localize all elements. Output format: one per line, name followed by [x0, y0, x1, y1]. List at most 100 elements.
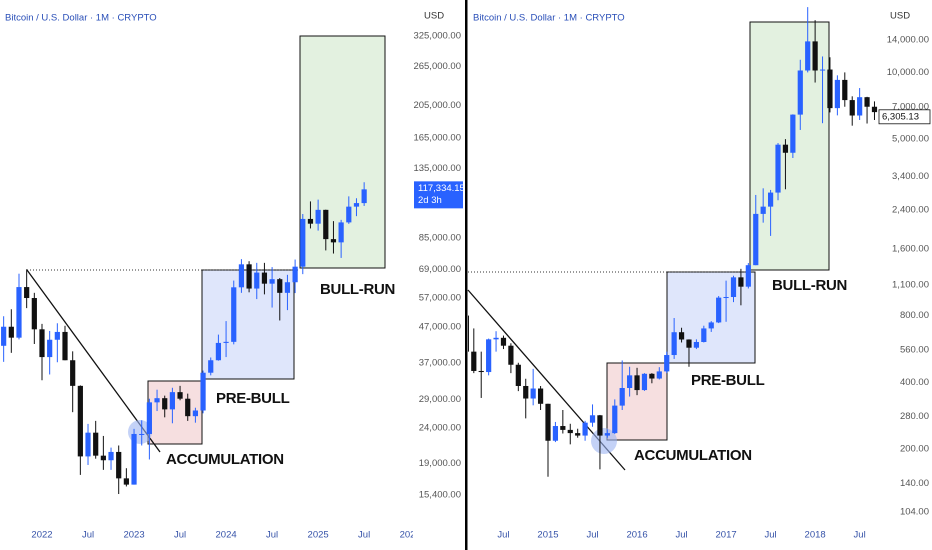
y-tick-label: 85,000.00 [419, 232, 461, 243]
candle-body [323, 209, 329, 240]
candle-body [864, 97, 870, 107]
candle-body [678, 332, 685, 340]
y-tick-label: 200.00 [900, 444, 929, 455]
pre-bull-box [666, 271, 756, 364]
candle-body [530, 388, 536, 399]
candle-body [745, 265, 751, 287]
x-tick-label: 2015 [537, 530, 558, 541]
x-tick-label: Jul [174, 530, 186, 541]
x-tick-label: 2026 [400, 530, 421, 541]
candle-body [701, 328, 707, 342]
x-tick-label: Jul [586, 530, 598, 541]
candle-body [842, 79, 848, 101]
right-x-axis: Jul 2015 Jul 2016 Jul 2017 Jul 2018 Jul [497, 530, 865, 541]
candle-body [560, 426, 566, 430]
candle-body [261, 272, 268, 284]
candle-body [108, 451, 114, 461]
candle-body [284, 282, 291, 293]
annotation: PRE-BULL [216, 390, 290, 407]
currency: USD [890, 11, 910, 22]
candle-body [215, 342, 222, 361]
right-candles [468, 7, 878, 477]
candle-body [70, 360, 76, 386]
candle-body [664, 355, 670, 372]
candle-body [192, 410, 198, 417]
candle-body [300, 218, 306, 267]
candle-body [819, 69, 826, 71]
candle-body [708, 322, 714, 329]
candle-body [619, 388, 625, 406]
y-tick-label: 1,600.00 [892, 243, 929, 254]
candle-body [353, 203, 360, 207]
candle-body [515, 364, 521, 386]
candle-body [575, 433, 581, 436]
candle-body [552, 426, 559, 441]
x-tick-label: 2016 [626, 530, 647, 541]
y-tick-label: 325,000.00 [413, 31, 461, 42]
candle-body [493, 337, 499, 340]
candle-body [478, 370, 484, 373]
candle-body [254, 272, 260, 289]
currency: USD [424, 11, 444, 22]
y-tick-label: 104.00 [900, 507, 929, 518]
y-tick-label: 69,000.00 [419, 264, 461, 275]
countdown: 2d 3h [418, 195, 442, 206]
candle-body [545, 403, 551, 441]
y-tick-label: 165,000.00 [413, 133, 461, 144]
candle-body [8, 326, 14, 338]
annotation: PRE-BULL [691, 372, 765, 389]
candle-body [871, 106, 878, 113]
candle-body [47, 339, 53, 358]
candle-body [805, 41, 811, 71]
candle-body [537, 388, 544, 404]
left-x-axis: 2022 Jul 2023 Jul 2024 Jul 2025 Jul 2026 [31, 530, 421, 541]
y-axes: 325,000.00 265,000.00 205,000.00 165,000.00… [413, 31, 929, 518]
candle-body [277, 279, 283, 293]
candle-body [604, 433, 610, 436]
y-tick-label: 14,000.00 [887, 35, 929, 46]
y-tick-label: 10,000.00 [887, 67, 929, 78]
chart-title: Bitcoin / U.S. Dollar · 1M · CRYPTO [5, 13, 157, 24]
y-tick-label: 265,000.00 [413, 61, 461, 72]
y-tick-label: 19,000.00 [419, 458, 461, 469]
candle-body [738, 277, 744, 287]
candle-body [238, 264, 245, 288]
candle-body [656, 371, 662, 379]
candle-body [169, 392, 175, 410]
y-tick-label: 2,400.00 [892, 204, 929, 215]
x-tick-label: Jul [854, 530, 866, 541]
candle-body [93, 432, 99, 456]
candle-body [315, 209, 321, 224]
candle-body [827, 69, 833, 109]
candle-body [246, 264, 252, 289]
y-tick-label: 5,000.00 [892, 134, 929, 145]
y-tick-label: 57,000.00 [419, 293, 461, 304]
x-tick-label: 2017 [716, 530, 737, 541]
candle-body [1, 326, 7, 346]
candle-body [292, 266, 298, 283]
candle-body [62, 331, 68, 361]
candle-body [768, 192, 774, 207]
candle-body [39, 329, 45, 358]
candle-body [100, 455, 106, 461]
annotation: BULL-RUN [772, 277, 847, 294]
candle-body [797, 70, 803, 115]
divider [465, 0, 468, 550]
x-tick-label: Jul [497, 530, 509, 541]
candle-body [139, 433, 145, 435]
candle-body [567, 429, 573, 434]
candle-body [123, 478, 129, 485]
candle-body [627, 375, 633, 389]
y-tick-label: 29,000.00 [419, 394, 461, 405]
candle-body [671, 332, 677, 356]
candle-body [31, 298, 37, 330]
candle-body [686, 339, 692, 348]
candle-body [468, 315, 469, 352]
annotation: ACCUMULATION [634, 447, 752, 464]
candle-body [753, 213, 759, 266]
y-tick-label: 560.00 [900, 344, 929, 355]
candle-body [154, 398, 160, 403]
candle-body [723, 297, 729, 299]
candle-body [790, 114, 796, 153]
candle-body [486, 339, 492, 373]
